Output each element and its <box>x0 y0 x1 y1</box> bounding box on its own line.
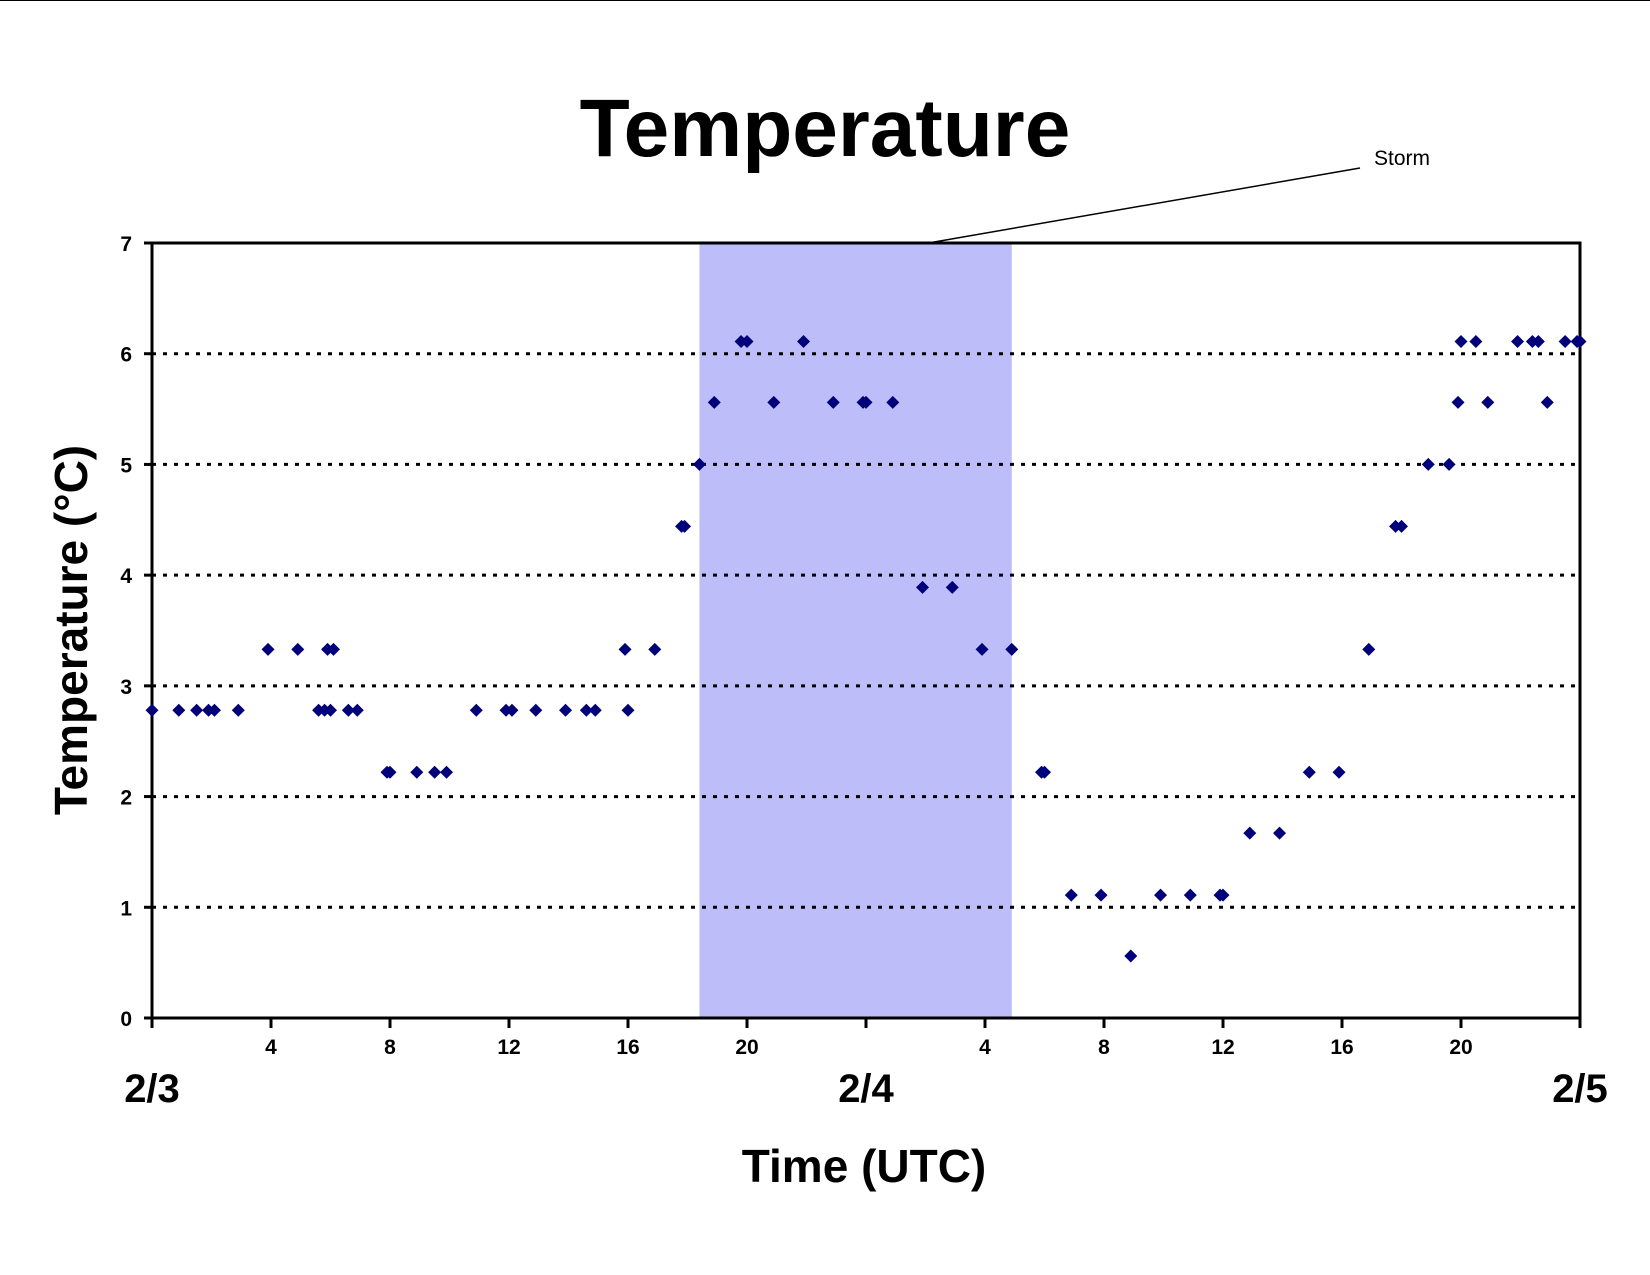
x-date-label: 2/5 <box>1552 1067 1608 1111</box>
data-point <box>1094 888 1108 902</box>
storm-annotation-label: Storm <box>1374 147 1430 170</box>
data-point <box>579 703 593 717</box>
data-point <box>767 395 781 409</box>
data-point <box>678 519 692 533</box>
y-tick-label: 7 <box>120 233 132 256</box>
data-points <box>145 335 1587 963</box>
x-tick-label: 16 <box>616 1036 639 1059</box>
data-point <box>231 703 245 717</box>
data-point <box>469 703 483 717</box>
data-point <box>350 703 364 717</box>
data-point <box>1362 642 1376 656</box>
data-point <box>324 703 337 717</box>
data-point <box>1302 765 1316 779</box>
data-point <box>1573 335 1587 349</box>
x-tick-label: 8 <box>384 1036 396 1059</box>
chart-title: Temperature <box>580 83 1071 174</box>
data-point <box>886 395 900 409</box>
data-point <box>859 395 873 409</box>
data-point <box>1421 457 1435 471</box>
data-point <box>618 642 632 656</box>
data-point <box>410 765 424 779</box>
data-point <box>826 395 840 409</box>
data-point <box>797 335 811 349</box>
data-point <box>1531 335 1545 349</box>
y-tick-label: 1 <box>120 897 132 920</box>
data-point <box>1451 395 1465 409</box>
data-point <box>1124 949 1138 963</box>
y-tick-label: 6 <box>120 344 132 367</box>
data-point <box>740 335 754 349</box>
x-tick-label: 12 <box>497 1036 520 1059</box>
data-point <box>172 703 186 717</box>
data-point <box>428 765 442 779</box>
storm-shaded-region <box>699 243 1012 1018</box>
data-point <box>945 580 959 594</box>
data-point <box>261 642 275 656</box>
y-axis-ticks: 0 1 2 3 4 5 6 7 <box>120 233 152 1031</box>
x-tick-label: 20 <box>1449 1036 1472 1059</box>
data-point <box>505 703 519 717</box>
data-point <box>291 642 305 656</box>
data-point <box>916 580 930 594</box>
data-point <box>1064 888 1078 902</box>
data-point <box>559 703 573 717</box>
data-point <box>1332 765 1346 779</box>
data-point <box>1005 642 1019 656</box>
x-date-label: 2/3 <box>124 1067 180 1111</box>
data-point <box>1454 335 1468 349</box>
y-tick-label: 5 <box>120 454 132 477</box>
data-point <box>1511 335 1525 349</box>
data-point <box>1469 335 1483 349</box>
data-point <box>975 642 989 656</box>
data-point <box>529 703 543 717</box>
x-tick-label: 20 <box>735 1036 758 1059</box>
data-point <box>341 703 355 717</box>
data-point <box>1154 888 1168 902</box>
data-point <box>383 765 397 779</box>
data-point <box>440 765 454 779</box>
data-point <box>207 703 221 717</box>
data-point <box>326 642 340 656</box>
x-tick-label: 8 <box>1098 1036 1110 1059</box>
data-point <box>588 703 602 717</box>
data-point <box>1481 395 1495 409</box>
data-point <box>1558 335 1572 349</box>
data-point <box>1183 888 1197 902</box>
storm-annotation-leader <box>928 167 1361 244</box>
data-point <box>707 395 721 409</box>
data-point <box>1540 395 1554 409</box>
data-point <box>1395 519 1408 533</box>
y-tick-label: 2 <box>120 787 132 810</box>
data-point <box>1038 765 1051 779</box>
data-point <box>621 703 635 717</box>
data-point <box>190 703 204 717</box>
x-tick-label: 12 <box>1211 1036 1234 1059</box>
data-point <box>1243 826 1257 840</box>
top-border-line <box>0 0 1650 1</box>
data-point <box>145 703 159 717</box>
x-date-label: 2/4 <box>838 1067 894 1111</box>
data-point <box>1273 826 1287 840</box>
x-tick-label: 4 <box>265 1036 277 1059</box>
y-tick-label: 3 <box>120 676 132 699</box>
grid-lines <box>152 352 1580 909</box>
data-point <box>648 642 662 656</box>
y-tick-label: 0 <box>120 1008 132 1031</box>
x-axis-date-labels: 2/3 2/4 2/5 <box>124 1067 1608 1111</box>
x-tick-label: 4 <box>979 1036 991 1059</box>
x-axis-ticks: 4 8 12 16 20 4 8 12 16 20 <box>150 1018 1582 1059</box>
x-axis-title: Time (UTC) <box>742 1140 987 1192</box>
y-axis-title: Temperature (°C) <box>45 445 97 815</box>
y-tick-label: 4 <box>120 565 132 588</box>
data-point <box>692 457 706 471</box>
data-point <box>1442 457 1456 471</box>
x-tick-label: 16 <box>1330 1036 1353 1059</box>
data-point <box>1216 888 1230 902</box>
